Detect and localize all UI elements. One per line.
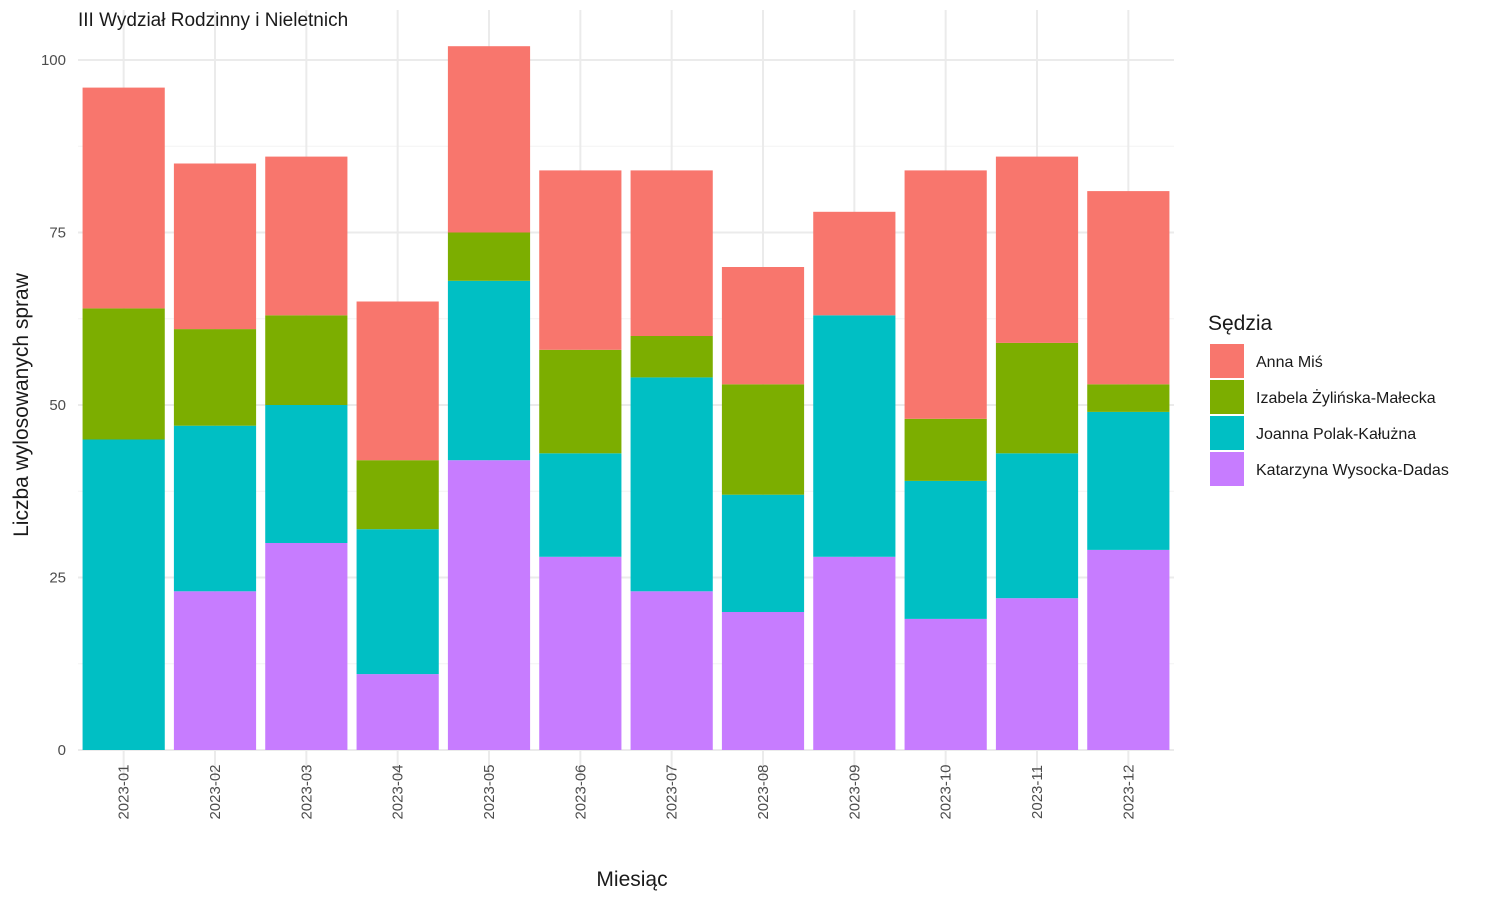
x-tick-label: 2023-05 xyxy=(481,764,498,819)
bar-segment xyxy=(813,211,896,316)
legend-swatch xyxy=(1210,416,1244,450)
bar-segment xyxy=(721,612,805,750)
bar-segment xyxy=(904,618,987,750)
x-tick-label: 2023-01 xyxy=(116,764,133,819)
bar-segment xyxy=(904,480,987,619)
x-tick-label: 2023-12 xyxy=(1120,764,1137,819)
bar-segment xyxy=(813,315,896,557)
bar-segment xyxy=(1087,384,1170,412)
bar-segment xyxy=(539,556,622,750)
bar-segment xyxy=(995,342,1079,454)
bar-segment xyxy=(356,460,439,530)
legend: Sędzia Anna Miś Izabela Żylińska-Małecka J… xyxy=(1208,312,1449,486)
bar-segment xyxy=(995,598,1079,750)
bar-segment xyxy=(813,556,896,750)
x-axis-title: Miesiąc xyxy=(596,868,667,891)
bar-segment xyxy=(265,315,348,405)
bar-segment xyxy=(1087,549,1170,750)
bar-layer xyxy=(82,46,1170,750)
legend-swatch xyxy=(1210,380,1244,414)
bar-segment xyxy=(630,591,713,750)
y-axis-title: Liczba wylosowanych spraw xyxy=(10,272,33,537)
bar-segment xyxy=(173,425,257,592)
bar-segment xyxy=(630,336,713,378)
bar-segment xyxy=(539,349,622,454)
legend-swatch xyxy=(1210,452,1244,486)
legend-label: Katarzyna Wysocka-Dadas xyxy=(1256,462,1449,479)
legend-label: Izabela Żylińska-Małecka xyxy=(1256,388,1436,407)
x-tick-label: 2023-11 xyxy=(1029,765,1046,819)
bar-segment xyxy=(721,267,805,385)
x-tick-label: 2023-08 xyxy=(755,764,772,819)
x-tick-label: 2023-03 xyxy=(298,764,315,819)
x-tick-label: 2023-10 xyxy=(938,764,955,819)
bar-segment xyxy=(904,170,987,419)
chart-title: III Wydział Rodzinny i Nieletnich xyxy=(78,10,348,31)
bar-segment xyxy=(447,460,531,750)
x-axis-ticks: 2023-01 2023-02 2023-03 2023-04 2023-05 2023-… xyxy=(116,764,1138,819)
bar-segment xyxy=(904,418,987,481)
bar-segment xyxy=(447,232,531,281)
bar-segment xyxy=(265,543,348,750)
x-tick-label: 2023-04 xyxy=(390,764,407,819)
bar-segment xyxy=(82,87,165,309)
bar-segment xyxy=(995,453,1079,599)
bar-segment xyxy=(356,301,439,461)
bar-segment xyxy=(1087,411,1170,550)
bar-segment xyxy=(630,377,713,592)
x-tick-label: 2023-07 xyxy=(664,764,681,819)
y-tick-label: 25 xyxy=(49,570,66,587)
x-tick-label: 2023-06 xyxy=(572,764,589,819)
bar-segment xyxy=(630,170,713,336)
bar-segment xyxy=(82,308,165,440)
legend-title: Sędzia xyxy=(1208,312,1273,335)
legend-label: Anna Miś xyxy=(1256,354,1323,371)
x-tick-label: 2023-02 xyxy=(207,764,224,819)
bar-segment xyxy=(173,329,257,426)
x-tick-label: 2023-09 xyxy=(846,764,863,819)
bar-segment xyxy=(265,405,348,543)
y-tick-label: 50 xyxy=(49,397,66,414)
y-tick-label: 75 xyxy=(49,225,66,242)
bar-segment xyxy=(539,453,622,557)
bar-segment xyxy=(447,46,531,233)
bar-segment xyxy=(1087,191,1170,385)
bar-segment xyxy=(173,591,257,750)
bar-segment xyxy=(447,280,531,461)
bar-segment xyxy=(356,674,439,750)
y-tick-label: 0 xyxy=(58,742,66,759)
bar-segment xyxy=(265,156,348,316)
y-tick-label: 100 xyxy=(41,52,66,69)
bar-segment xyxy=(539,170,622,350)
y-axis-ticks: 0 25 50 75 100 xyxy=(41,52,66,759)
legend-label: Joanna Polak-Kałużna xyxy=(1256,426,1416,443)
bar-segment xyxy=(721,494,805,612)
bar-segment xyxy=(721,384,805,495)
legend-swatch xyxy=(1210,344,1244,378)
bar-segment xyxy=(173,163,257,330)
bar-segment xyxy=(356,529,439,675)
bar-segment xyxy=(82,439,165,750)
bar-segment xyxy=(995,156,1079,343)
